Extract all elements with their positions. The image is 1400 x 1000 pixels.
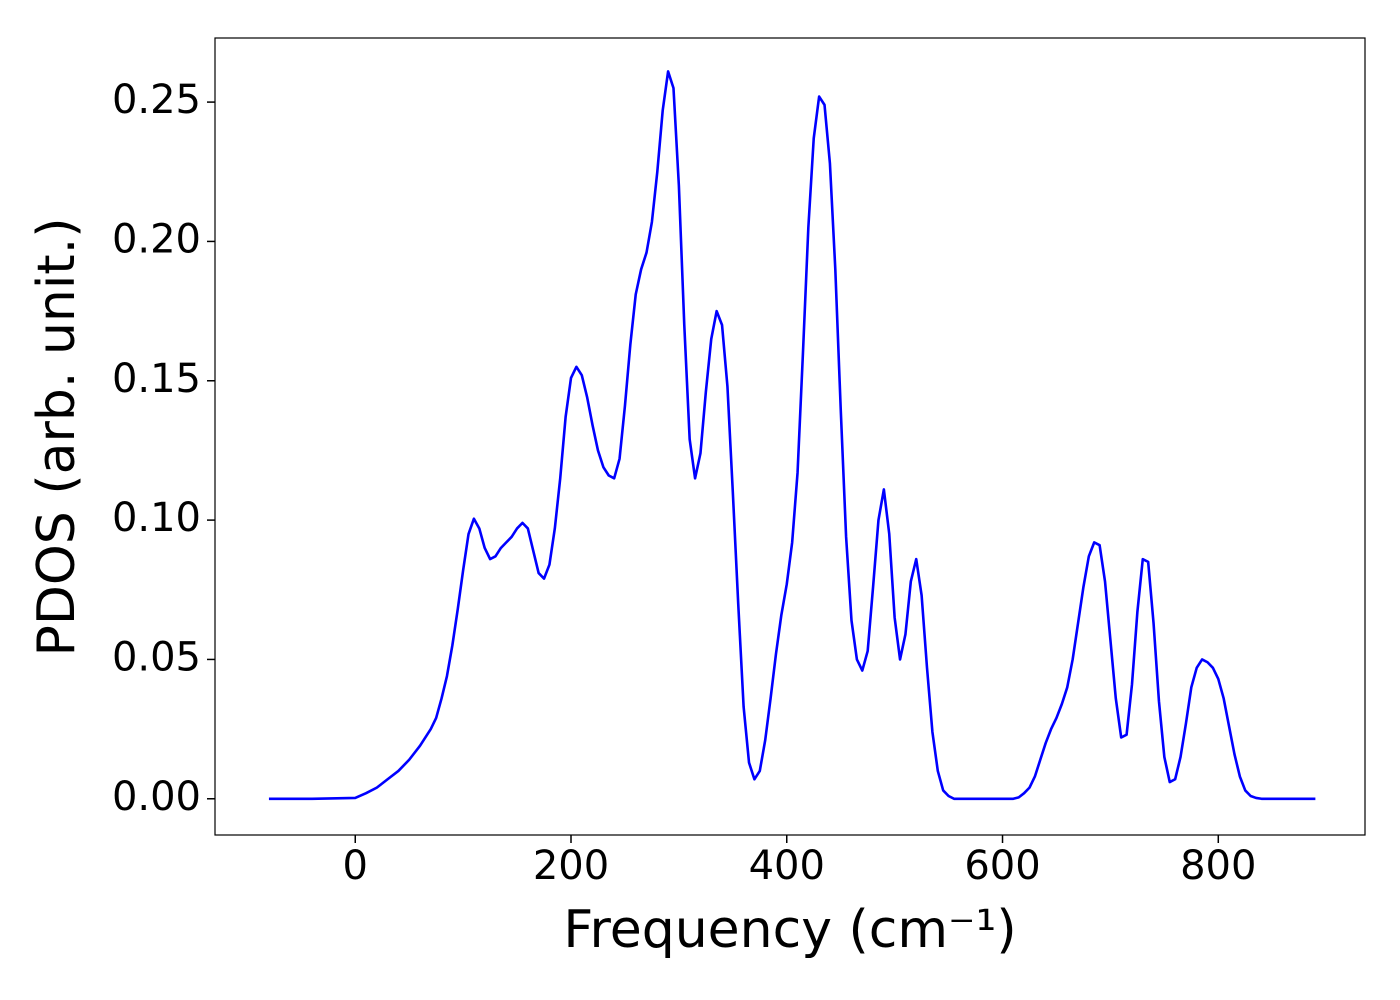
plot-frame (214, 37, 1366, 836)
x-tick-label: 600 (964, 843, 1040, 889)
y-tick-label: 0.00 (112, 774, 201, 820)
y-tick-label: 0.15 (112, 356, 201, 402)
y-tick-label: 0.25 (112, 77, 201, 123)
data-line (268, 70, 1316, 801)
x-axis-title: Frequency (cm⁻¹) (563, 900, 1016, 960)
x-tick-label: 0 (343, 843, 368, 889)
x-tick-label: 400 (749, 843, 825, 889)
y-axis-title: PDOS (arb. unit.) (27, 217, 87, 656)
y-tick-label: 0.10 (112, 495, 201, 541)
x-tick-label: 800 (1180, 843, 1256, 889)
x-tick-label: 200 (533, 843, 609, 889)
y-tick-label: 0.20 (112, 216, 201, 262)
y-tick-label: 0.05 (112, 634, 201, 680)
